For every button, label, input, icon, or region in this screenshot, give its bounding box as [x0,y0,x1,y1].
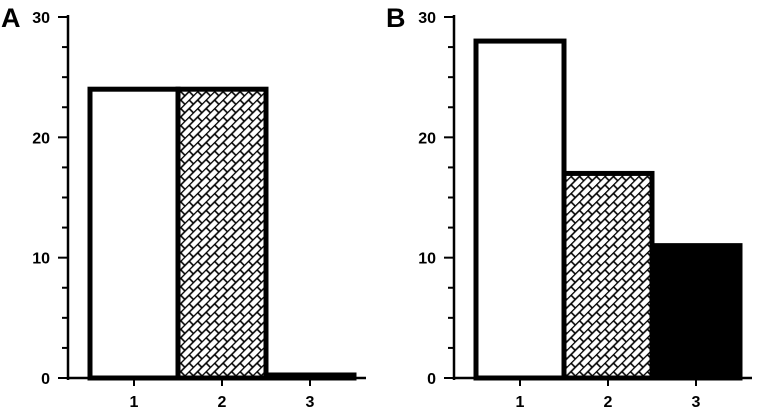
y-tick-label: 30 [32,10,50,27]
bar-2 [561,170,655,381]
y-tick-label: 0 [41,371,50,388]
bar-2 [175,86,269,381]
y-tick-label: 10 [418,251,436,268]
y-tick-label: 10 [32,251,50,268]
x-tick-label: 3 [306,394,315,411]
y-tick-label: 20 [418,130,436,147]
bar-1 [473,38,567,381]
x-tick-label: 1 [516,394,525,411]
bar-1 [87,86,181,381]
bar-3 [649,243,743,381]
x-tick-label: 1 [130,394,139,411]
y-tick-label: 30 [418,10,436,27]
chart-panel-a: A 0 10 20 30 1 2 3 [1,3,366,411]
panel-label: B [386,3,406,33]
x-tick-label: 2 [604,394,613,411]
y-tick-label: 20 [32,130,50,147]
x-tick-label: 2 [218,394,227,411]
chart-panel-b: B 0 10 20 30 1 2 3 [386,3,752,411]
y-tick-label: 0 [427,371,436,388]
panel-label: A [1,3,21,33]
x-tick-label: 3 [692,394,701,411]
